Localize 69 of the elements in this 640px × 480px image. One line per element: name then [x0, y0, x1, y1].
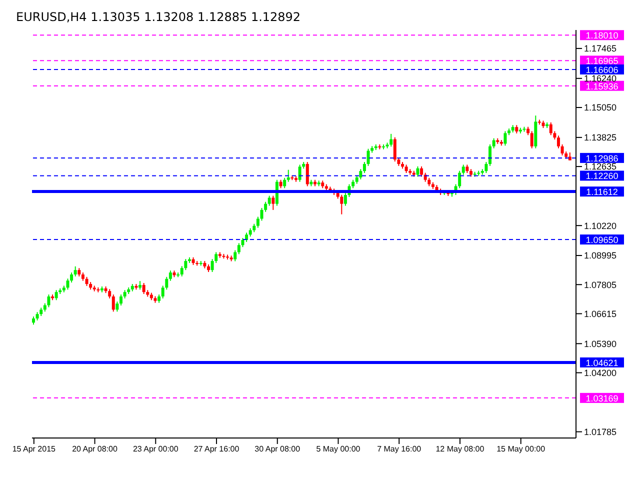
- y-tick-label: 1.05390: [584, 338, 617, 349]
- candlestick: [549, 122, 552, 136]
- x-tick-label: 20 Apr 08:00: [72, 444, 118, 454]
- ref-line-label: 1.03169: [586, 393, 618, 404]
- ref-line-label: 1.15936: [586, 81, 618, 92]
- candlestick: [234, 250, 237, 262]
- candlestick: [492, 138, 496, 149]
- candlestick: [306, 162, 309, 187]
- candlestick: [530, 130, 534, 149]
- candlestick: [393, 136, 396, 162]
- x-tick-label: 7 May 16:00: [377, 444, 422, 454]
- candlestick: [54, 290, 58, 301]
- candlestick: [340, 194, 344, 215]
- candlestick: [560, 144, 564, 156]
- candlestick: [504, 130, 507, 146]
- candlestick: [142, 282, 146, 295]
- candlestick: [108, 288, 112, 299]
- candlestick: [283, 177, 286, 189]
- candlestick: [484, 162, 488, 174]
- y-tick-label: 1.12635: [584, 162, 617, 172]
- ref-line-label: 1.16606: [586, 64, 618, 75]
- x-tick-label: 15 Apr 2015: [12, 444, 56, 454]
- candlestick: [74, 266, 77, 277]
- candlestick: [362, 162, 366, 174]
- y-tick-label: 1.06615: [584, 308, 617, 319]
- x-tick-label: 15 May 00:00: [496, 444, 546, 454]
- candlestick: [488, 144, 492, 166]
- candlestick: [256, 216, 260, 228]
- ref-line-label: 1.16965: [586, 56, 618, 66]
- y-tick-label: 1.04200: [584, 368, 617, 378]
- ref-line-label: 1.04621: [586, 358, 618, 368]
- candlestick: [66, 278, 70, 290]
- candlestick: [268, 195, 271, 206]
- candlestick: [85, 276, 88, 286]
- x-tick-label: 27 Apr 16:00: [194, 444, 240, 454]
- candlestick: [116, 301, 119, 312]
- candlestick: [359, 168, 362, 180]
- x-tick-label: 12 May 08:00: [436, 444, 485, 454]
- ref-line-label: 1.12260: [586, 171, 618, 182]
- y-tick-label: 1.13825: [584, 132, 617, 143]
- candlestick: [298, 164, 302, 182]
- candlestick: [462, 164, 465, 176]
- candlestick: [556, 135, 560, 149]
- candlestick: [286, 169, 290, 182]
- ref-line-label: 1.11612: [586, 187, 618, 198]
- y-tick-label: 1.01785: [584, 426, 617, 437]
- candlestick: [416, 166, 420, 178]
- candlestick: [70, 272, 74, 284]
- y-tick-label: 1.15050: [584, 102, 617, 113]
- candlestick: [366, 148, 370, 166]
- x-tick-label: 5 May 00:00: [316, 444, 361, 454]
- candlestick: [272, 195, 275, 210]
- y-tick-label: 1.07805: [584, 280, 617, 290]
- candlestick: [424, 172, 427, 182]
- x-tick-label: 23 Apr 00:00: [132, 444, 179, 454]
- candlestick: [390, 133, 393, 148]
- candlestick: [47, 294, 50, 308]
- ref-line-label: 1.09650: [586, 235, 618, 245]
- candlestick: [112, 294, 115, 312]
- candlestick: [420, 166, 424, 178]
- candlestick: [119, 294, 122, 306]
- ref-line-label: 1.18010: [586, 30, 618, 41]
- y-tick-label: 1.10220: [584, 220, 617, 231]
- candlestick: [168, 270, 172, 282]
- y-tick-label: 1.17465: [584, 44, 617, 54]
- chart-title: EURUSD,H4 1.13035 1.13208 1.12885 1.12892: [15, 9, 302, 26]
- ref-line-label: 1.12986: [586, 153, 618, 164]
- y-tick-label: 1.08995: [584, 250, 617, 261]
- x-tick-label: 30 Apr 08:00: [254, 444, 301, 454]
